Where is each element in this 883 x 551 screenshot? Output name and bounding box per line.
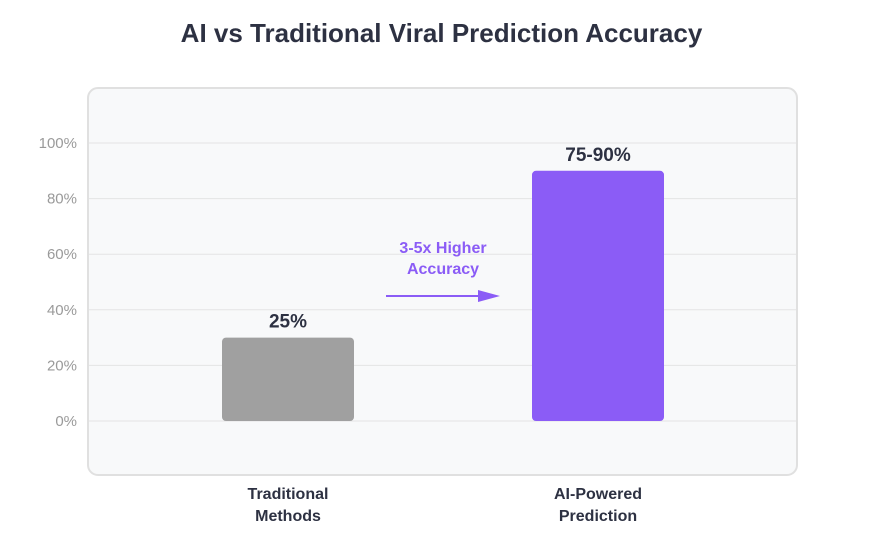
y-tick-label: 0% (55, 413, 77, 430)
data-label: 75-90% (565, 145, 631, 166)
chart-title: AI vs Traditional Viral Prediction Accur… (181, 18, 703, 48)
category-label: Prediction (559, 508, 637, 525)
annotation-text: 3-5x Higher (399, 240, 486, 257)
plot-area (87, 87, 798, 476)
y-tick-label: 100% (39, 135, 77, 152)
y-tick-label: 80% (47, 191, 77, 208)
data-labels: 25% 75-90% (269, 145, 631, 333)
bar (222, 337, 354, 421)
category-label: AI-Powered (554, 486, 642, 503)
y-tick-label: 40% (47, 302, 77, 319)
annotation-text: Accuracy (407, 261, 479, 278)
bars (222, 170, 664, 421)
category-label: Traditional (248, 486, 329, 503)
y-tick-label: 20% (47, 357, 77, 374)
arrow-head-icon (478, 290, 500, 302)
y-axis-ticks: 0% 20% 40% 60% 80% 100% (39, 135, 77, 430)
annotation: 3-5x Higher Accuracy (386, 240, 500, 302)
y-tick-label: 60% (47, 246, 77, 263)
category-label: Methods (255, 508, 321, 525)
gridlines (89, 142, 796, 422)
data-label: 25% (269, 312, 307, 333)
bar (532, 170, 664, 421)
category-labels: Traditional Methods AI-Powered Prediction (248, 486, 642, 525)
